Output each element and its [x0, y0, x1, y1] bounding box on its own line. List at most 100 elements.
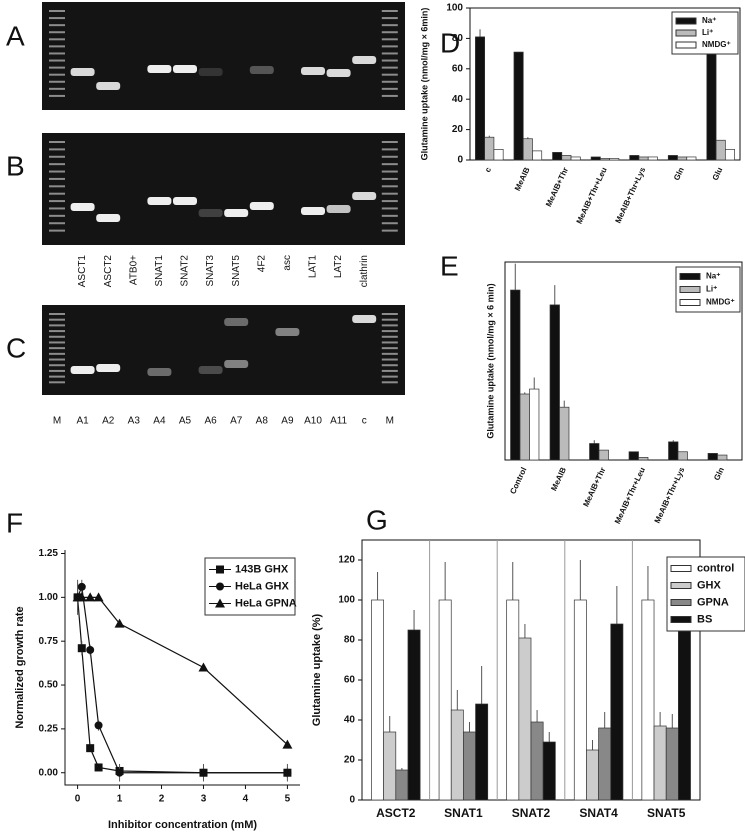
y-axis-label: Glutamine uptake (%)	[311, 613, 323, 726]
ladder-band	[381, 163, 398, 166]
lane-label: A2	[102, 416, 115, 427]
bar	[598, 449, 609, 461]
line	[76, 597, 288, 774]
ladder-band	[381, 80, 398, 83]
lane-label: LAT2	[333, 255, 344, 279]
lane-label: A3	[128, 416, 141, 427]
bar	[371, 599, 384, 801]
lane-label: A5	[179, 416, 192, 427]
bar	[475, 703, 489, 801]
ladder-band	[49, 52, 65, 55]
lane-label: c	[362, 416, 367, 427]
legend-label: 143B GHX	[235, 563, 289, 575]
y-axis-label: Glutamine uptake (nmol/mg × 6 min)	[485, 283, 495, 438]
ladder-band	[49, 347, 65, 350]
bar	[706, 48, 717, 161]
ladder-band	[49, 24, 65, 27]
bar	[519, 393, 530, 461]
bar	[552, 152, 563, 161]
legend-swatch	[675, 29, 697, 37]
bar	[647, 156, 658, 161]
marker	[94, 763, 103, 772]
legend-label: BS	[697, 613, 712, 625]
gel-band	[198, 209, 223, 217]
x-tick-label: Gln	[672, 166, 686, 182]
ladder-band	[49, 358, 65, 361]
gel-band	[326, 205, 351, 213]
ladder-band	[49, 170, 65, 173]
ladder-band	[381, 155, 398, 158]
y-tick-label: 20	[452, 124, 464, 135]
ladder-band	[49, 352, 65, 355]
ladder-band	[49, 94, 65, 97]
ladder-band	[49, 163, 65, 166]
y-tick-label: 1.00	[39, 592, 59, 603]
y-tick-label: 0.50	[39, 680, 59, 691]
gel-band	[301, 207, 325, 215]
bar	[677, 451, 688, 461]
ladder-band	[381, 185, 398, 188]
ladder-band	[49, 318, 65, 321]
ladder-band	[381, 335, 398, 338]
y-tick-label: 60	[452, 63, 464, 74]
ladder-band	[381, 73, 398, 76]
marker	[94, 721, 103, 730]
ladder-band	[49, 185, 65, 188]
bar	[610, 623, 624, 801]
ladder-band	[49, 369, 65, 372]
bar	[529, 388, 540, 461]
x-tick-label: c	[483, 165, 493, 173]
marker	[114, 618, 125, 628]
bar	[484, 136, 495, 161]
axes	[64, 550, 300, 786]
ladder-band	[49, 10, 65, 12]
lane-label: A11	[330, 416, 347, 427]
x-tick-label: MeAIB+Thr+Leu	[613, 466, 647, 526]
ladder-band	[381, 87, 398, 90]
bar	[475, 36, 486, 161]
bar	[589, 443, 600, 461]
legend-swatch	[675, 17, 697, 25]
ladder-band	[49, 66, 65, 69]
y-tick-label: 40	[344, 715, 356, 726]
lane-label: A4	[153, 416, 166, 427]
lane-label: 4F2	[256, 255, 267, 273]
legend-label: Na⁺	[702, 16, 716, 25]
ladder-band	[49, 335, 65, 338]
bar	[598, 727, 612, 801]
bar	[559, 406, 570, 461]
bar	[715, 139, 726, 161]
legend-swatch	[670, 565, 692, 572]
x-tick-label: 4	[243, 794, 249, 805]
gel-band	[96, 214, 121, 222]
gel-band	[173, 197, 197, 205]
bar	[463, 731, 476, 801]
marker	[198, 662, 209, 672]
bar	[407, 629, 421, 801]
bar	[532, 150, 543, 161]
gel-band	[249, 66, 274, 74]
bar	[667, 155, 678, 161]
lane-label: SNAT2	[180, 255, 191, 287]
ladder-band	[381, 148, 398, 151]
bar	[570, 156, 581, 161]
y-tick-label: 0.25	[39, 724, 59, 735]
ladder-band	[49, 59, 65, 62]
x-tick-label: 2	[159, 794, 165, 805]
bar	[549, 304, 560, 461]
ladder-band	[381, 369, 398, 372]
bar	[522, 138, 533, 161]
y-tick-label: 120	[338, 555, 355, 566]
y-tick-label: 100	[338, 595, 355, 606]
x-tick-label: MeAIB	[513, 166, 532, 193]
lane-label: SNAT1	[154, 255, 165, 287]
x-tick-label: 1	[117, 794, 123, 805]
ladder-band	[381, 192, 398, 195]
lane-label: ATB0+	[128, 255, 139, 285]
x-axis-label: Inhibitor concentration (mM)	[108, 819, 257, 831]
ladder-band	[49, 45, 65, 48]
x-tick-label: SNAT5	[647, 806, 686, 820]
ladder-band	[381, 318, 398, 321]
ladder-band	[49, 381, 65, 384]
bar	[506, 599, 520, 801]
